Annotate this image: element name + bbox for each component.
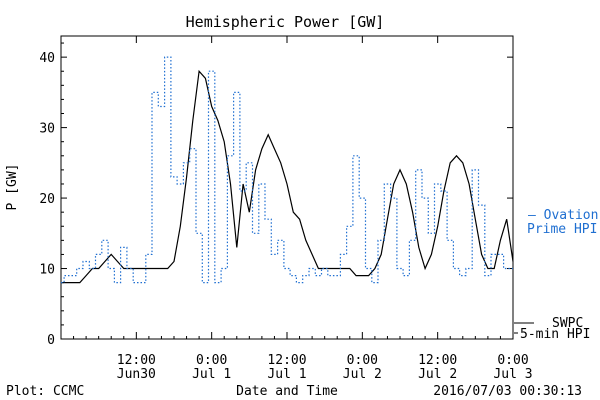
swpc-series-line: [61, 69, 514, 284]
footer-plot-credit: Plot: CCMC: [6, 384, 84, 399]
x-tick-label-date: Jul 2: [343, 367, 382, 382]
x-tick-label-time: 12:00: [267, 353, 306, 368]
x-tick-label-date: Jun30: [117, 367, 156, 382]
legend-swpc-label-2: 5-min HPI: [520, 327, 590, 342]
x-tick-label-time: 12:00: [418, 353, 457, 368]
x-tick-label-date: Jul 2: [418, 367, 457, 382]
x-tick-label-date: Jul 1: [192, 367, 231, 382]
y-tick-label: 0: [47, 333, 55, 348]
legend-swpc-label-1: SWPC: [552, 316, 583, 331]
x-tick-label-date: Jul 3: [493, 367, 532, 382]
legend-ovation-label-2: Prime HPI: [527, 222, 597, 237]
x-tick-label-date: Jul 1: [267, 367, 306, 382]
y-tick-label: 20: [39, 192, 55, 207]
legend: – Ovation Prime HPI SWPC 5-min HPI: [514, 208, 598, 342]
y-axis-label: P [GW]: [5, 164, 20, 211]
chart-title: Hemispheric Power [GW]: [186, 13, 385, 31]
x-tick-label-time: 0:00: [347, 353, 378, 368]
y-tick-label: 10: [39, 263, 55, 278]
y-tick-label: 40: [39, 51, 55, 66]
y-tick-label: 30: [39, 122, 55, 137]
y-axis: 0 10 20 30 40: [39, 42, 513, 348]
ovation-prime-series-line: [61, 56, 513, 284]
legend-ovation-label-1: – Ovation: [528, 208, 598, 223]
footer-timestamp: 2016/07/03 00:30:13: [433, 384, 582, 399]
x-axis-label: Date and Time: [236, 384, 338, 399]
x-tick-label-time: 12:00: [117, 353, 156, 368]
x-tick-label-time: 0:00: [497, 353, 528, 368]
x-tick-label-time: 0:00: [196, 353, 227, 368]
series-layer: [61, 56, 514, 284]
